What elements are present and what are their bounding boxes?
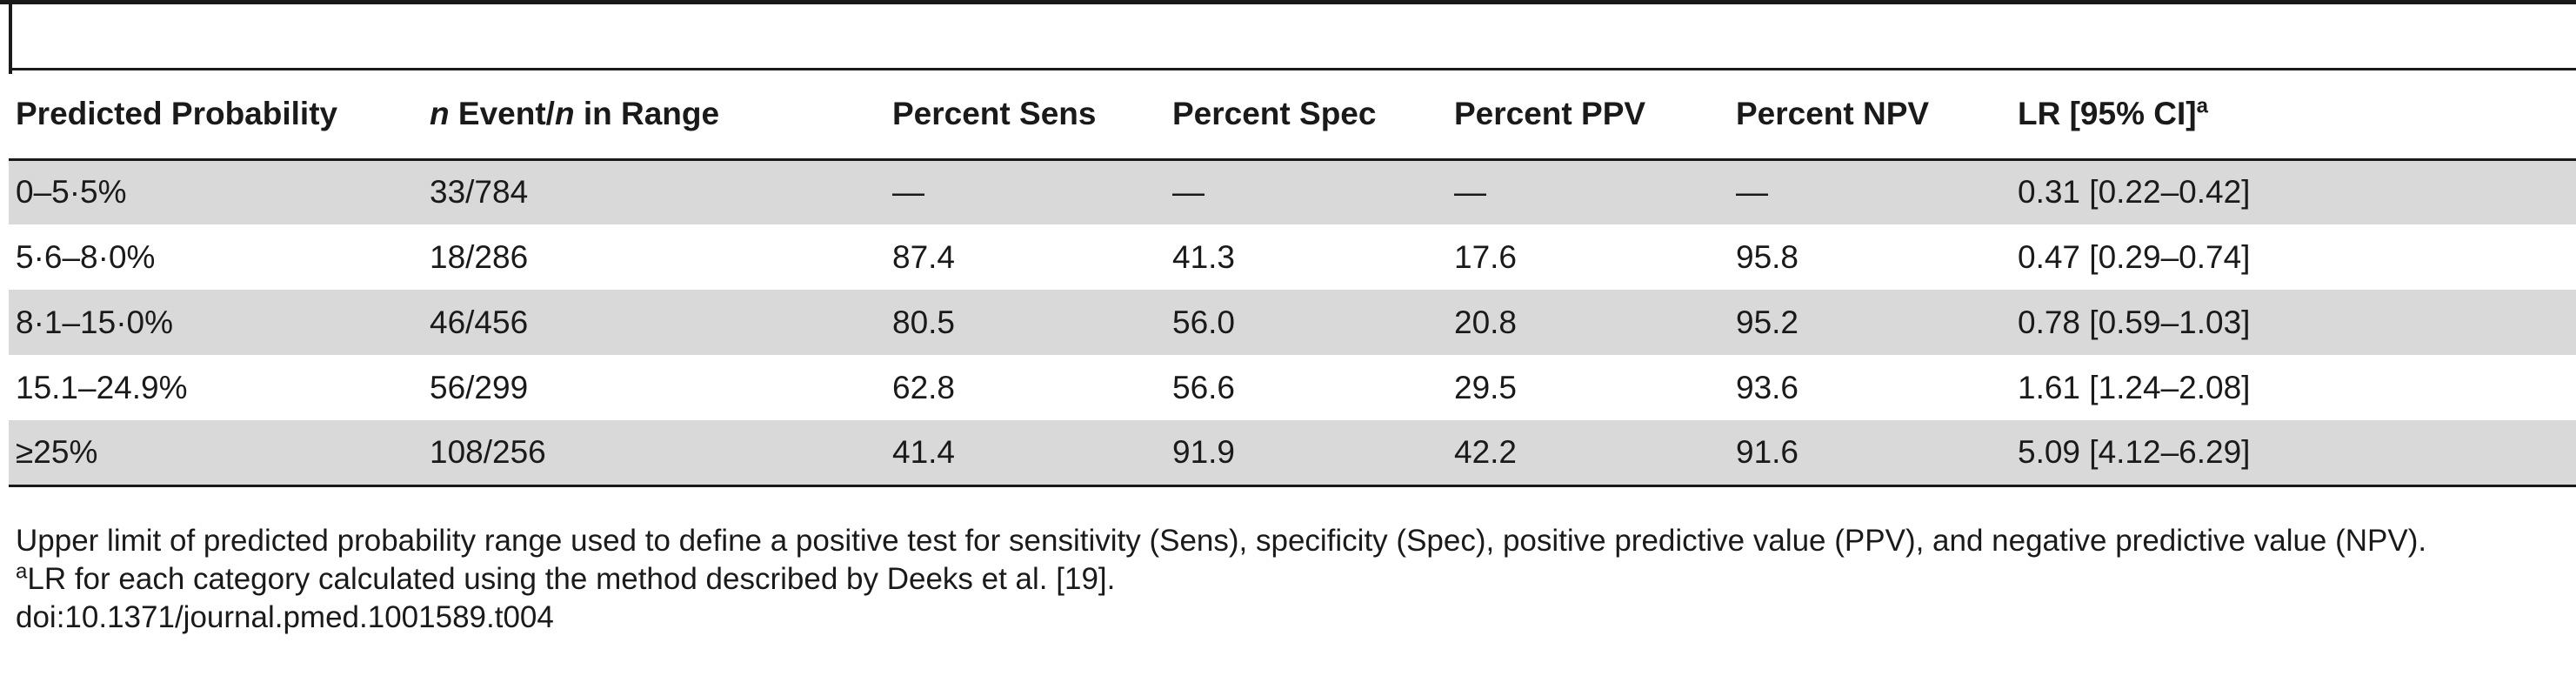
cell-npv: 93.6 [1736, 369, 1799, 405]
cell-lr: 0.78 [0.59–1.03] [2018, 304, 2251, 340]
cell-range: ≥25% [9, 420, 423, 487]
header-percent-sens: Percent Sens [885, 70, 1165, 161]
header-predicted-probability: Predicted Probability [9, 70, 423, 161]
header-percent-ppv: Percent PPV [1447, 70, 1729, 161]
cell-spec: 56.6 [1172, 369, 1236, 405]
probability-table: Predicted Probability n Event/n in Range… [9, 70, 2576, 487]
cell-range: 15.1–24.9% [16, 369, 188, 405]
cell-events: 46/456 [430, 304, 529, 340]
cell-spec: — [1172, 174, 1205, 211]
cell-ppv: 42.2 [1447, 420, 1729, 487]
cell-sens: 87.4 [892, 238, 956, 275]
cell-sens: 80.5 [892, 304, 956, 340]
cell-lr: 0.31 [0.22–0.42] [2018, 174, 2251, 211]
header-n-italic-2: n [554, 96, 575, 132]
footnote-definition: Upper limit of predicted probability ran… [16, 524, 2427, 558]
cell-range: 8·1–15·0% [16, 304, 174, 340]
cell-npv: 91.6 [1729, 420, 2011, 487]
cell-range: 5·6–8·0% [16, 238, 156, 275]
left-edge-rule [9, 4, 12, 74]
table-row: 0–5·5% 33/784 — — — — 0.31 [0.22–0.42] [9, 159, 2576, 224]
table-row: 15.1–24.9% 56/299 62.8 56.6 29.5 93.6 1.… [9, 355, 2576, 420]
table-row: 8·1–15·0% 46/456 80.5 56.0 20.8 95.2 0.7… [9, 290, 2576, 355]
cell-events: 18/286 [430, 238, 529, 275]
cell-spec: 91.9 [1165, 420, 1447, 487]
cell-sens: 41.4 [885, 420, 1165, 487]
cell-lr: 1.61 [1.24–2.08] [2018, 369, 2251, 405]
header-percent-spec: Percent Spec [1165, 70, 1447, 161]
header-event-slash: Event/ [449, 96, 555, 132]
cell-spec: 41.3 [1172, 238, 1236, 275]
table-footnotes: Upper limit of predicted probability ran… [16, 522, 2576, 637]
cell-lr: 5.09 [4.12–6.29] [2011, 420, 2576, 487]
cell-events: 33/784 [430, 174, 529, 211]
header-in-range: in Range [574, 96, 720, 132]
doi-reference: doi:10.1371/journal.pmed.1001589.t004 [16, 600, 554, 634]
cell-ppv: — [1454, 174, 1486, 211]
table-row: 5·6–8·0% 18/286 87.4 41.3 17.6 95.8 0.47… [9, 224, 2576, 290]
header-top-rule [9, 68, 2576, 70]
top-rule [0, 0, 2576, 4]
header-lr-ci: LR [95% CI]a [2011, 70, 2576, 161]
cell-events: 108/256 [423, 420, 885, 487]
header-n-italic: n [430, 96, 450, 132]
cell-events: 56/299 [430, 369, 529, 405]
table-header-row: Predicted Probability n Event/n in Range… [9, 70, 2576, 161]
footnote-lr-text: LR for each category calculated using th… [27, 562, 1116, 596]
cell-range: 0–5·5% [16, 174, 127, 211]
cell-npv: 95.8 [1736, 238, 1799, 275]
cell-ppv: 29.5 [1454, 369, 1518, 405]
cell-sens: — [892, 174, 924, 211]
table-row: ≥25% 108/256 41.4 91.9 42.2 91.6 5.09 [4… [9, 420, 2576, 487]
cell-lr: 0.47 [0.29–0.74] [2018, 238, 2251, 275]
header-event-in-range: n Event/n in Range [423, 70, 885, 161]
header-lr-ci-label: LR [95% CI] [2018, 96, 2197, 132]
cell-ppv: 17.6 [1454, 238, 1518, 275]
cell-npv: — [1736, 174, 1768, 211]
cell-spec: 56.0 [1172, 304, 1236, 340]
cell-npv: 95.2 [1736, 304, 1799, 340]
cell-ppv: 20.8 [1454, 304, 1518, 340]
footnote-marker: a [16, 559, 28, 584]
cell-sens: 62.8 [892, 369, 956, 405]
footnote-lr: aLR for each category calculated using t… [16, 560, 2576, 599]
footnote-marker: a [2196, 94, 2208, 118]
header-percent-npv: Percent NPV [1729, 70, 2011, 161]
